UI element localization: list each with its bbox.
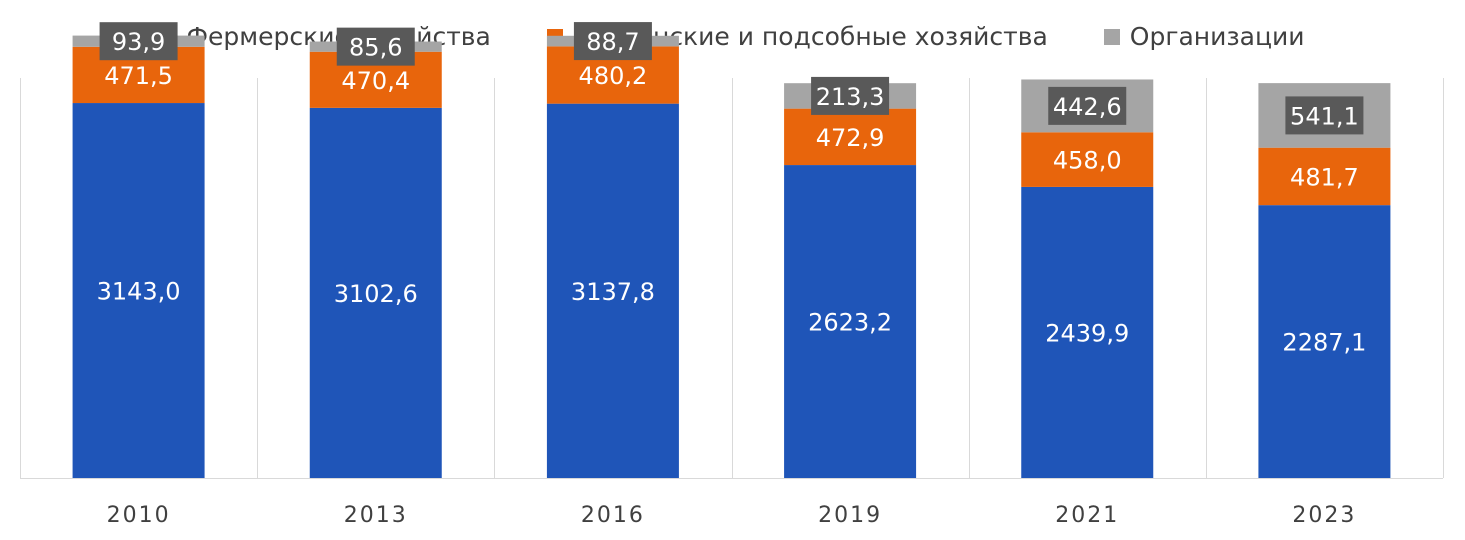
- x-tick-label-2021: 2021: [1055, 503, 1119, 528]
- legend-swatch-organizations: [1103, 28, 1120, 45]
- legend-label-organizations: Организации: [1129, 22, 1305, 51]
- data-label-box-organizations-2021: [1048, 86, 1127, 125]
- data-label-box-organizations-2019: [811, 76, 890, 115]
- bar-farms-2021: [1021, 186, 1154, 479]
- x-tick-label-2010: 2010: [107, 503, 171, 528]
- x-tick-label-2023: 2023: [1292, 503, 1356, 528]
- legend-item-organizations: Организации: [1103, 22, 1305, 51]
- bar-farms-2010: [72, 103, 205, 478]
- data-label-farms-2016: 3137,8: [571, 278, 655, 306]
- data-label-dehkan-2023: 481,7: [1290, 163, 1359, 191]
- bar-farms-2013: [309, 107, 442, 479]
- data-label-box-organizations-2023: [1285, 96, 1364, 135]
- data-label-box-organizations-2016: [573, 22, 652, 61]
- data-label-dehkan-2016: 480,2: [579, 62, 648, 90]
- x-tick-label-2019: 2019: [818, 503, 882, 528]
- data-label-organizations-2010: 93,9: [112, 28, 165, 56]
- data-label-dehkan-2019: 472,9: [816, 124, 885, 152]
- data-label-dehkan-2013: 470,4: [341, 67, 410, 95]
- x-tick-label-2013: 2013: [344, 503, 408, 528]
- bar-farms-2023: [1258, 205, 1391, 478]
- data-label-farms-2023: 2287,1: [1282, 329, 1366, 357]
- data-label-dehkan-2021: 458,0: [1053, 147, 1122, 175]
- data-label-organizations-2021: 442,6: [1053, 93, 1122, 121]
- data-label-farms-2021: 2439,9: [1045, 319, 1129, 347]
- data-label-dehkan-2010: 471,5: [104, 62, 173, 90]
- bar-dehkan-2019: [784, 108, 917, 166]
- x-tick-label-2016: 2016: [581, 503, 645, 528]
- data-label-organizations-2016: 88,7: [586, 28, 639, 56]
- data-label-box-organizations-2013: [336, 27, 415, 66]
- data-label-farms-2013: 3102,6: [334, 280, 418, 308]
- data-label-box-organizations-2010: [99, 22, 178, 61]
- bar-dehkan-2023: [1258, 147, 1391, 206]
- bar-dehkan-2021: [1021, 132, 1154, 187]
- bar-farms-2019: [784, 165, 917, 478]
- data-label-organizations-2019: 213,3: [816, 83, 885, 111]
- data-label-farms-2019: 2623,2: [808, 309, 892, 337]
- data-label-farms-2010: 3143,0: [97, 278, 181, 306]
- bar-farms-2016: [546, 103, 679, 478]
- data-label-organizations-2013: 85,6: [349, 34, 402, 62]
- data-label-organizations-2023: 541,1: [1290, 102, 1359, 130]
